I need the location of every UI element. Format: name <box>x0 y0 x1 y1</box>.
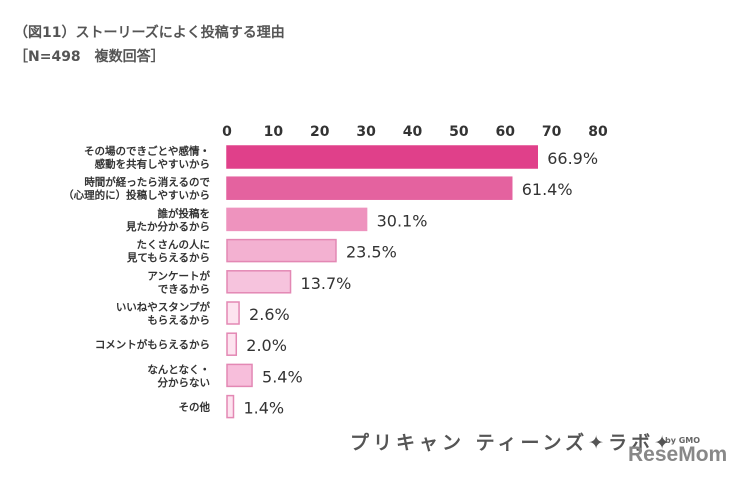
category-label: アンケートが <box>147 269 210 282</box>
resemom-logo: ReseMom <box>628 443 728 466</box>
data-label: 23.5% <box>346 243 397 262</box>
category-label: いいねやスタンプが <box>116 301 211 314</box>
x-tick-label: 50 <box>449 124 469 140</box>
x-tick-label: 10 <box>264 124 284 140</box>
data-label: 66.9% <box>547 149 598 168</box>
bar <box>226 301 240 325</box>
x-tick-label: 70 <box>542 124 562 140</box>
category-label: その場のできごとや感情・ <box>84 145 210 158</box>
chart-title: （図11）ストーリーズによく投稿する理由 <box>14 25 285 41</box>
category-label: 感動を共有しやすいから <box>95 158 210 171</box>
bar <box>226 207 368 232</box>
category-label: 誰が投稿を <box>158 207 211 220</box>
data-label: 2.6% <box>249 305 290 324</box>
brand-logo: プリキャン ティーンズ✦ラボ✦ <box>350 432 674 454</box>
data-label: 61.4% <box>522 180 573 199</box>
data-label: 13.7% <box>301 274 352 293</box>
category-label: コメントがもらえるから <box>95 338 210 351</box>
category-label: 見てもらえるから <box>126 252 210 264</box>
bar <box>226 363 253 388</box>
x-tick-label: 40 <box>403 124 423 140</box>
bar <box>226 176 513 200</box>
data-label: 2.0% <box>246 336 287 355</box>
gmo-logo: by GMO <box>665 436 701 445</box>
bar <box>226 332 238 356</box>
category-label: その他 <box>179 401 211 414</box>
category-label: （心理的に）投稿しやすいから <box>63 189 210 202</box>
data-label: 30.1% <box>377 211 428 230</box>
bar <box>226 238 337 263</box>
category-label: 時間が経ったら消えるので <box>84 176 210 189</box>
bar <box>226 145 538 169</box>
bar <box>226 270 292 294</box>
category-label: もらえるから <box>147 315 210 327</box>
category-label: なんとなく・ <box>147 364 210 376</box>
data-label: 5.4% <box>262 367 303 386</box>
data-label: 1.4% <box>243 399 284 418</box>
category-label: 見たか分かるから <box>125 220 210 233</box>
x-tick-label: 60 <box>496 124 516 140</box>
x-tick-label: 80 <box>588 124 608 140</box>
bar <box>226 394 235 419</box>
chart-subtitle: ［N=498 複数回答］ <box>14 49 165 65</box>
x-tick-label: 20 <box>310 124 330 140</box>
x-tick-label: 0 <box>222 124 232 140</box>
category-label: たくさんの人に <box>137 238 211 251</box>
category-label: できるから <box>158 283 210 295</box>
category-label: 分からない <box>158 376 211 389</box>
x-tick-label: 30 <box>356 124 376 140</box>
